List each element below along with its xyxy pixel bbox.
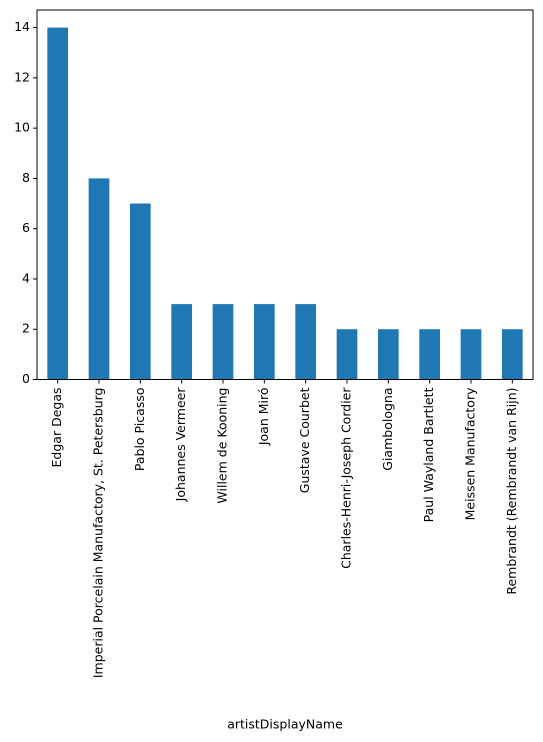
x-tick-label: Paul Wayland Bartlett bbox=[421, 387, 436, 522]
x-tick-label: Gustave Courbet bbox=[297, 387, 312, 493]
y-tick-label: 8 bbox=[22, 170, 30, 185]
bar bbox=[171, 304, 192, 380]
bar bbox=[419, 329, 440, 380]
x-tick-label: Willem de Kooning bbox=[215, 388, 230, 504]
bar bbox=[460, 329, 482, 380]
y-tick-label: 10 bbox=[14, 120, 30, 135]
x-tick-label: Meissen Manufactory bbox=[463, 387, 478, 520]
y-tick-label: 2 bbox=[22, 321, 30, 336]
y-tick-label: 14 bbox=[14, 19, 30, 34]
x-tick-label: Edgar Degas bbox=[49, 388, 64, 468]
y-tick-label: 0 bbox=[22, 371, 30, 386]
bar bbox=[336, 329, 358, 380]
x-tick-label: Charles-Henri-Joseph Cordier bbox=[339, 387, 354, 569]
x-tick-label: Pablo Picasso bbox=[132, 388, 147, 472]
x-axis-label: artistDisplayName bbox=[227, 717, 343, 732]
bar bbox=[378, 329, 399, 380]
bar bbox=[502, 329, 523, 380]
bar bbox=[212, 304, 234, 380]
bar bbox=[254, 304, 275, 380]
x-tick-label: Imperial Porcelain Manufactory, St. Pete… bbox=[91, 388, 106, 679]
y-tick-label: 6 bbox=[22, 220, 30, 235]
plot-frame bbox=[36, 9, 534, 380]
bar bbox=[47, 27, 68, 380]
x-tick-label: Johannes Vermeer bbox=[173, 387, 188, 503]
bar bbox=[130, 203, 151, 380]
x-tick-label: Rembrandt (Rembrandt van Rijn) bbox=[504, 388, 519, 595]
bar bbox=[295, 304, 316, 380]
x-tick-label: Joan Miró bbox=[256, 388, 271, 447]
y-tick-label: 4 bbox=[22, 270, 30, 285]
x-tick-label: Giambologna bbox=[380, 388, 395, 471]
bar bbox=[88, 178, 110, 380]
y-tick-label: 12 bbox=[14, 69, 30, 84]
